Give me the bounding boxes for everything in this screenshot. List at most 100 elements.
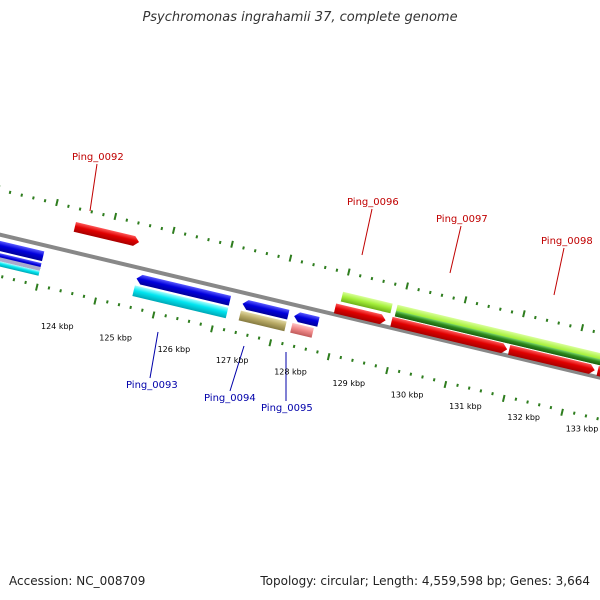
forward-tick (452, 296, 455, 300)
forward-tick (160, 226, 164, 231)
forward-tick (32, 196, 35, 200)
gene-cyan-left[interactable] (0, 256, 40, 276)
forward-tick (125, 218, 129, 222)
forward-tick (510, 310, 514, 314)
reverse-tick (222, 328, 226, 332)
forward-tick (277, 254, 280, 259)
forward-tick (230, 240, 234, 248)
reverse-tick (560, 408, 564, 416)
leader-ping-0092 (89, 163, 98, 212)
gene-red-fwd-3[interactable] (507, 344, 596, 375)
reverse-tick (409, 372, 413, 376)
reverse-tick (572, 411, 576, 415)
genome-backbone (0, 188, 600, 424)
gene-ping-0093[interactable] (132, 285, 229, 319)
scale-label: 129 kbp (333, 379, 366, 388)
forward-tick (171, 226, 176, 234)
gene-blue-small[interactable] (241, 299, 290, 320)
genome-summary-text: Topology: circular; Length: 4,559,598 bp… (260, 574, 590, 588)
label-ping-0097: Ping_0097 (436, 214, 488, 225)
reverse-tick (199, 322, 203, 326)
forward-tick (440, 293, 444, 297)
label-ping-0092: Ping_0092 (72, 152, 124, 163)
reverse-tick (421, 375, 424, 379)
reverse-tick (362, 361, 366, 365)
forward-tick (67, 204, 70, 208)
reverse-tick (292, 344, 296, 349)
reverse-tick (70, 291, 74, 296)
forward-tick (218, 240, 222, 245)
forward-tick (335, 268, 339, 272)
gene-ping-0096[interactable] (340, 291, 393, 314)
forward-tick (545, 318, 549, 322)
forward-tick (148, 224, 152, 228)
reverse-tick (467, 386, 471, 390)
gene-blue-large[interactable] (135, 274, 232, 306)
forward-tick (370, 276, 374, 281)
forward-tick (499, 307, 502, 311)
forward-tick (323, 265, 327, 270)
leader-ping-0097 (449, 225, 462, 274)
forward-tick (43, 199, 47, 203)
reverse-tick (479, 389, 483, 393)
forward-tick (78, 207, 82, 211)
reverse-tick (12, 277, 16, 282)
gene-red-fwd-2[interactable] (390, 316, 508, 354)
reverse-tick (129, 305, 132, 310)
scale-label: 126 kbp (158, 345, 191, 354)
scale-label: 124 kbp (41, 322, 74, 331)
reverse-tick-track (0, 275, 599, 421)
forward-tick (55, 198, 59, 207)
forward-tick (463, 296, 468, 304)
reverse-tick (117, 302, 121, 307)
reverse-tick (514, 397, 518, 401)
reverse-tick (385, 366, 389, 375)
reverse-tick (374, 364, 378, 368)
reverse-tick (141, 308, 144, 312)
forward-tick (242, 246, 245, 250)
gene-red-fwd-4[interactable] (596, 366, 600, 384)
forward-tick (300, 260, 304, 264)
forward-tick (382, 279, 385, 284)
scale-label: 131 kbp (449, 402, 482, 411)
scale-label: 125 kbp (99, 333, 132, 342)
gene-label-layer: Ping_0092 Ping_0096 Ping_0097 Ping_0098 … (41, 152, 598, 434)
gene-blue-left[interactable] (0, 237, 45, 262)
reverse-tick (432, 378, 436, 382)
scale-labels: 124 kbp 125 kbp 126 kbp 127 kbp 128 kbp 129 k… (41, 322, 598, 434)
map-title: Psychromonas ingrahamii 37, complete gen… (142, 10, 458, 25)
forward-tick (113, 212, 118, 221)
scale-label: 132 kbp (507, 413, 540, 422)
gene-blue-tiny[interactable] (293, 311, 320, 327)
forward-tick (183, 232, 187, 236)
gene-red-fwd-1[interactable] (333, 303, 387, 325)
gene-ping-0097-inner (394, 310, 600, 367)
gene-ping-0092[interactable] (73, 221, 141, 247)
forward-tick (265, 251, 269, 256)
forward-tick (428, 290, 432, 295)
gene-ping-0094[interactable] (238, 310, 287, 332)
reverse-tick (397, 369, 401, 374)
reverse-tick (443, 380, 448, 389)
reverse-tick (596, 417, 599, 421)
reverse-tick (316, 350, 319, 354)
forward-tick (20, 193, 24, 197)
forward-tick (253, 249, 257, 253)
forward-tick (405, 282, 409, 290)
reverse-tick (268, 339, 273, 347)
forward-tick (195, 235, 199, 239)
label-ping-0096: Ping_0096 (347, 197, 399, 208)
forward-tick (90, 210, 94, 214)
forward-tick-track (0, 184, 596, 334)
forward-tick (534, 315, 537, 320)
reverse-tick (246, 333, 249, 337)
reverse-tick (304, 347, 308, 351)
forward-tick (8, 190, 12, 195)
label-ping-0095: Ping_0095 (261, 403, 313, 414)
gene-ping-0095[interactable] (290, 322, 314, 338)
forward-tick (393, 282, 397, 286)
scale-label: 128 kbp (274, 368, 307, 377)
reverse-tick (584, 414, 588, 418)
reverse-tick (491, 391, 494, 396)
